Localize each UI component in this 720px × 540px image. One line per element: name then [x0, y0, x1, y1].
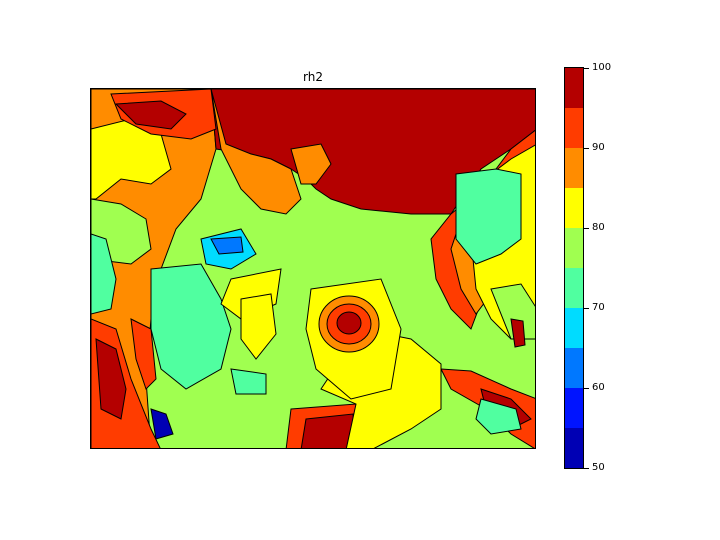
central-orange-lobe [290, 143, 332, 185]
southwest-dark-red [95, 338, 127, 420]
colorbar [564, 67, 584, 469]
colorbar-tick-mark [584, 148, 589, 149]
gulf-aqua-pocket [230, 368, 267, 395]
colorbar-tick-label: 80 [592, 222, 605, 233]
colorbar-segment [565, 188, 583, 228]
map-title: rh2 [303, 70, 323, 84]
colorbar-segment [565, 268, 583, 308]
florida-aqua [455, 168, 522, 265]
colorbar-tick-label: 100 [592, 62, 612, 73]
colorbar-tick-label: 60 [592, 382, 605, 393]
keys-dark-red [510, 318, 526, 348]
colorbar-segment [565, 428, 583, 468]
colorbar-tick-mark [584, 468, 589, 469]
colorbar-segment [565, 388, 583, 428]
coastal-red-strip [130, 318, 157, 390]
colorbar-segment [565, 148, 583, 188]
colorbar-tick-mark [584, 388, 589, 389]
gulf-yellow-spur [240, 293, 277, 360]
yucatan-dark-red [300, 413, 357, 448]
colorbar-tick-label: 70 [592, 302, 605, 313]
colorbar-segment [565, 68, 583, 108]
humidity-map [90, 88, 536, 449]
colorbar-tick-mark [584, 68, 589, 69]
colorbar-segment [565, 348, 583, 388]
colorbar-segment [565, 108, 583, 148]
colorbar-tick-label: 90 [592, 142, 605, 153]
florida-south-green [490, 283, 535, 340]
storm-core [336, 311, 362, 335]
texas-dark-red [114, 100, 187, 130]
west-aqua-patch [91, 233, 117, 315]
west-gulf-aqua [150, 263, 232, 390]
colorbar-tick-mark [584, 308, 589, 309]
colorbar-segment [565, 228, 583, 268]
colorbar-tick-mark [584, 228, 589, 229]
map-canvas [91, 89, 535, 448]
caribbean-aqua [475, 398, 522, 435]
louisiana-orange [210, 89, 302, 215]
coastal-blue [210, 236, 244, 255]
colorbar-tick-label: 50 [592, 462, 605, 473]
coastal-deep-blue [150, 408, 174, 440]
colorbar-segment [565, 308, 583, 348]
